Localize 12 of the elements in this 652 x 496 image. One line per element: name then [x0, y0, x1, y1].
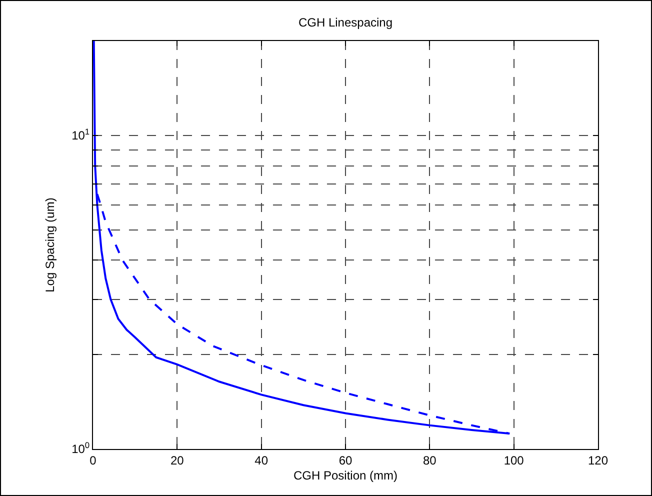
- x-tick-label: 120: [588, 453, 608, 468]
- x-tick-label: 60: [338, 453, 352, 468]
- x-tick-label: 0: [90, 453, 97, 468]
- x-tick-label: 80: [422, 453, 437, 468]
- x-tick-label: 100: [504, 453, 524, 468]
- x-axis-title: CGH Position (mm): [293, 468, 398, 482]
- y-tick-label: 10$^{1}$: [72, 126, 90, 143]
- x-tick-label: 20: [170, 453, 184, 468]
- y-axis-title: Log Spacing (um): [42, 198, 57, 292]
- y-tick-label: 10$^{0}$: [72, 440, 90, 456]
- chart-title: CGH Linespacing: [298, 16, 393, 30]
- x-tick-label: 40: [254, 453, 268, 468]
